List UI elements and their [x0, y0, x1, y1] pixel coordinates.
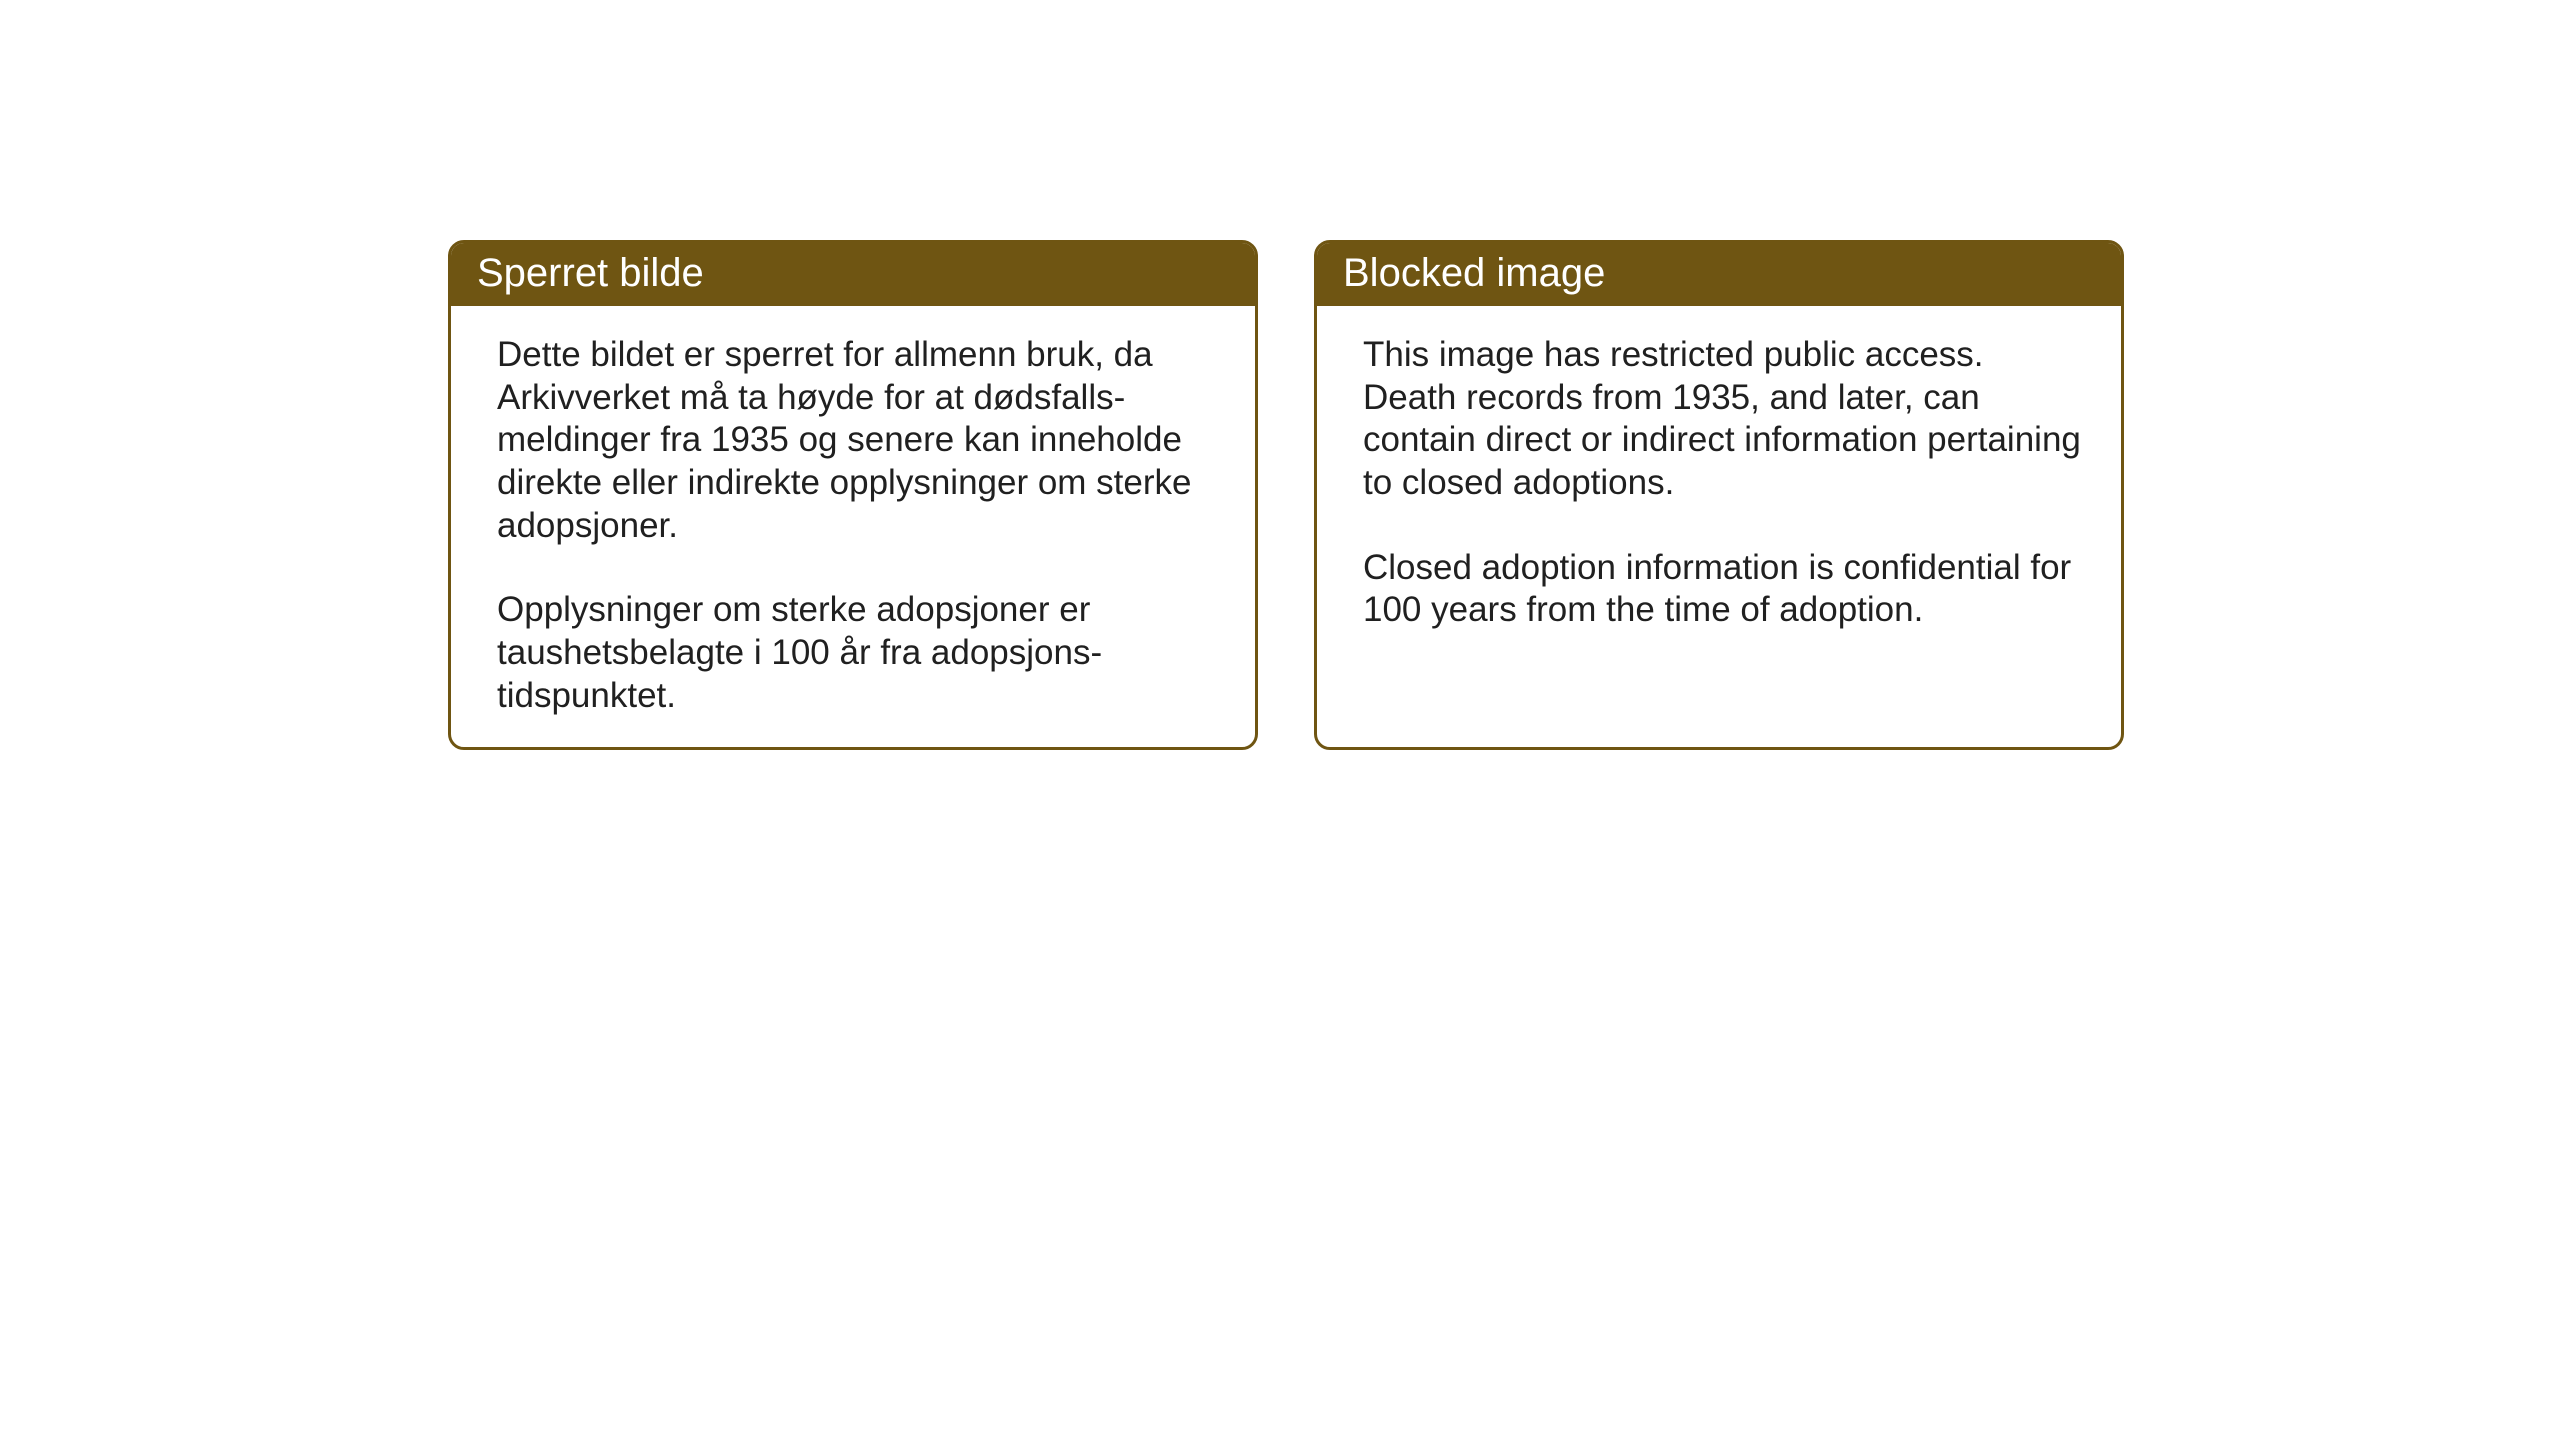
- card-body-norwegian: Dette bildet er sperret for allmenn bruk…: [451, 306, 1255, 750]
- card-paragraph: Closed adoption information is confident…: [1363, 547, 2081, 632]
- card-header-english: Blocked image: [1317, 243, 2121, 306]
- card-paragraph: Dette bildet er sperret for allmenn bruk…: [497, 334, 1215, 547]
- notice-card-english: Blocked image This image has restricted …: [1314, 240, 2124, 750]
- card-header-norwegian: Sperret bilde: [451, 243, 1255, 306]
- card-body-english: This image has restricted public access.…: [1317, 306, 2121, 702]
- card-paragraph: Opplysninger om sterke adopsjoner er tau…: [497, 589, 1215, 717]
- notice-card-norwegian: Sperret bilde Dette bildet er sperret fo…: [448, 240, 1258, 750]
- card-paragraph: This image has restricted public access.…: [1363, 334, 2081, 505]
- notice-container: Sperret bilde Dette bildet er sperret fo…: [0, 0, 2560, 750]
